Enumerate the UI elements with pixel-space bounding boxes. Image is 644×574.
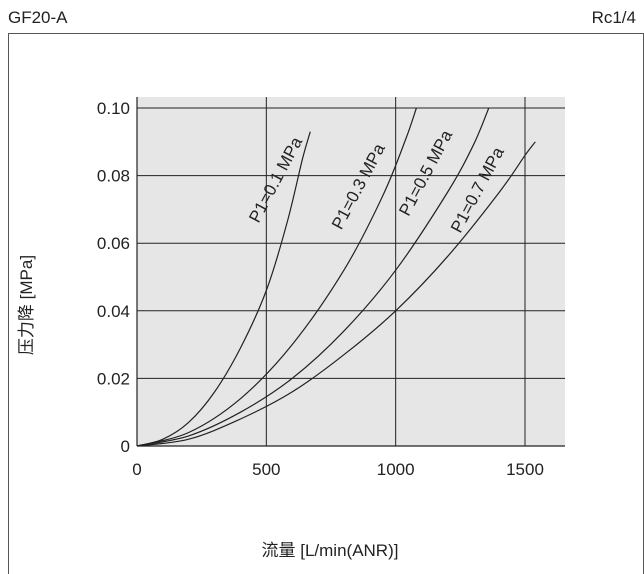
model-name: GF20-A [8, 8, 68, 27]
port-size: Rc1/4 [591, 8, 636, 27]
y-tick-label: 0 [121, 437, 130, 456]
y-tick-label: 0.06 [97, 234, 130, 253]
series-line-0 [136, 131, 311, 447]
y-tick-label: 0.02 [97, 369, 130, 388]
x-tick-label: 1500 [506, 460, 544, 479]
series-lines [136, 107, 536, 447]
x-axis-label: 流量 [L/min(ANR)] [262, 541, 399, 560]
tick-labels: 0 0.02 0.04 0.06 0.08 0.10 0 500 1000 1500 [97, 99, 544, 479]
y-axis-label: 压力降 [MPa] [17, 255, 36, 355]
y-tick-label: 0.04 [97, 302, 130, 321]
plot-area [137, 97, 565, 446]
series-line-1 [136, 107, 417, 447]
y-tick-label: 0.10 [97, 99, 130, 118]
series-line-2 [136, 107, 490, 447]
x-tick-label: 0 [132, 460, 141, 479]
x-tick-label: 500 [252, 460, 280, 479]
series-line-3 [136, 141, 536, 447]
y-tick-label: 0.08 [97, 167, 130, 186]
x-tick-label: 1000 [377, 460, 415, 479]
